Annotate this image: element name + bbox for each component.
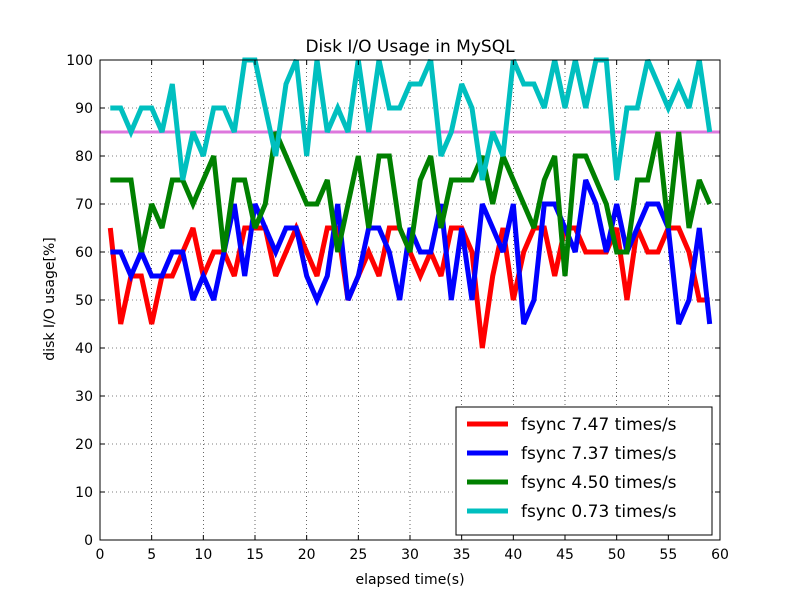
x-tick-label: 55 xyxy=(659,547,677,563)
chart-title: Disk I/O Usage in MySQL xyxy=(305,37,515,57)
y-tick-label: 100 xyxy=(66,53,93,69)
legend-box xyxy=(455,406,713,536)
legend: fsync 7.47 times/s fsync 7.37 times/s fsyn… xyxy=(455,406,713,536)
y-tick-label: 20 xyxy=(75,437,93,453)
legend-label-4: fsync 0.73 times/s xyxy=(521,502,677,522)
x-tick-label: 60 xyxy=(711,547,729,563)
x-tick-label: 30 xyxy=(401,547,419,563)
x-tick-label: 5 xyxy=(147,547,156,563)
x-tick-label: 45 xyxy=(556,547,574,563)
series-line-2 xyxy=(110,179,713,325)
y-tick-label: 80 xyxy=(75,149,93,165)
y-tick-label: 40 xyxy=(75,341,93,357)
axes: 0 5 10 15 20 25 30 35 40 45 50 55 60 0 10 20 30 40 50 60 70 8… xyxy=(66,53,729,563)
legend-label-1: fsync 7.47 times/s xyxy=(521,415,677,435)
series-line-4 xyxy=(110,57,713,181)
y-tick-label: 90 xyxy=(75,101,93,117)
y-axis-label: disk I/O usage[%] xyxy=(42,237,58,360)
x-tick-label: 35 xyxy=(453,547,471,563)
y-tick-label: 60 xyxy=(75,245,93,261)
x-tick-label: 40 xyxy=(504,547,522,563)
y-tick-label: 10 xyxy=(75,485,93,501)
x-tick-label: 25 xyxy=(349,547,367,563)
x-tick-label: 20 xyxy=(298,547,316,563)
x-tick-label: 10 xyxy=(194,547,212,563)
legend-label-3: fsync 4.50 times/s xyxy=(521,473,677,493)
x-tick-label: 0 xyxy=(96,547,105,563)
legend-label-2: fsync 7.37 times/s xyxy=(521,444,677,464)
y-tick-label: 30 xyxy=(75,389,93,405)
x-tick-label: 50 xyxy=(608,547,626,563)
y-tick-label: 0 xyxy=(84,533,93,549)
series-group xyxy=(107,57,713,349)
y-tick-label: 50 xyxy=(75,293,93,309)
y-tick-label: 70 xyxy=(75,197,93,213)
x-tick-label: 15 xyxy=(246,547,264,563)
series-line-3 xyxy=(110,131,712,277)
x-axis-label: elapsed time(s) xyxy=(355,572,464,588)
